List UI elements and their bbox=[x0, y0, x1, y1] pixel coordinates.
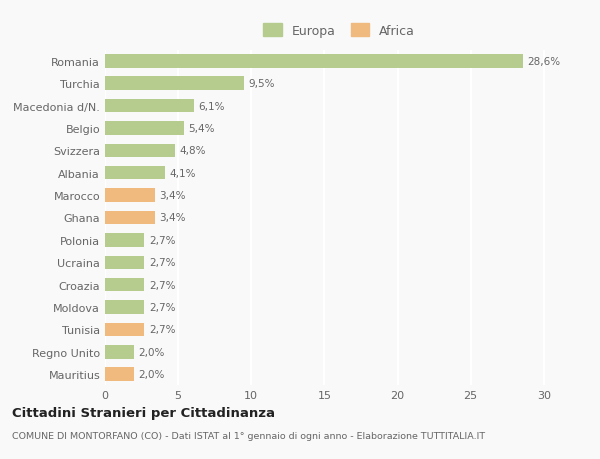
Bar bbox=[105, 345, 134, 359]
Text: 28,6%: 28,6% bbox=[527, 56, 561, 67]
Text: 2,7%: 2,7% bbox=[149, 280, 175, 290]
Text: COMUNE DI MONTORFANO (CO) - Dati ISTAT al 1° gennaio di ogni anno - Elaborazione: COMUNE DI MONTORFANO (CO) - Dati ISTAT a… bbox=[12, 431, 485, 441]
Text: 2,0%: 2,0% bbox=[139, 369, 165, 380]
Text: 2,7%: 2,7% bbox=[149, 325, 175, 335]
Bar bbox=[105, 144, 175, 158]
Text: 4,8%: 4,8% bbox=[179, 146, 206, 156]
Bar bbox=[105, 278, 145, 292]
Text: 2,7%: 2,7% bbox=[149, 235, 175, 246]
Legend: Europa, Africa: Europa, Africa bbox=[263, 24, 415, 38]
Text: 2,7%: 2,7% bbox=[149, 257, 175, 268]
Text: 3,4%: 3,4% bbox=[159, 190, 185, 201]
Bar bbox=[105, 323, 145, 336]
Text: 6,1%: 6,1% bbox=[199, 101, 225, 112]
Text: 4,1%: 4,1% bbox=[169, 168, 196, 179]
Text: 5,4%: 5,4% bbox=[188, 123, 215, 134]
Bar bbox=[105, 189, 155, 202]
Bar bbox=[105, 211, 155, 225]
Text: 2,7%: 2,7% bbox=[149, 302, 175, 313]
Bar bbox=[105, 100, 194, 113]
Text: 3,4%: 3,4% bbox=[159, 213, 185, 223]
Bar bbox=[105, 77, 244, 91]
Bar bbox=[105, 234, 145, 247]
Bar bbox=[105, 301, 145, 314]
Bar bbox=[105, 256, 145, 269]
Text: Cittadini Stranieri per Cittadinanza: Cittadini Stranieri per Cittadinanza bbox=[12, 406, 275, 419]
Text: 9,5%: 9,5% bbox=[248, 79, 275, 89]
Bar bbox=[105, 167, 165, 180]
Bar bbox=[105, 55, 523, 68]
Bar bbox=[105, 122, 184, 135]
Text: 2,0%: 2,0% bbox=[139, 347, 165, 357]
Bar bbox=[105, 368, 134, 381]
